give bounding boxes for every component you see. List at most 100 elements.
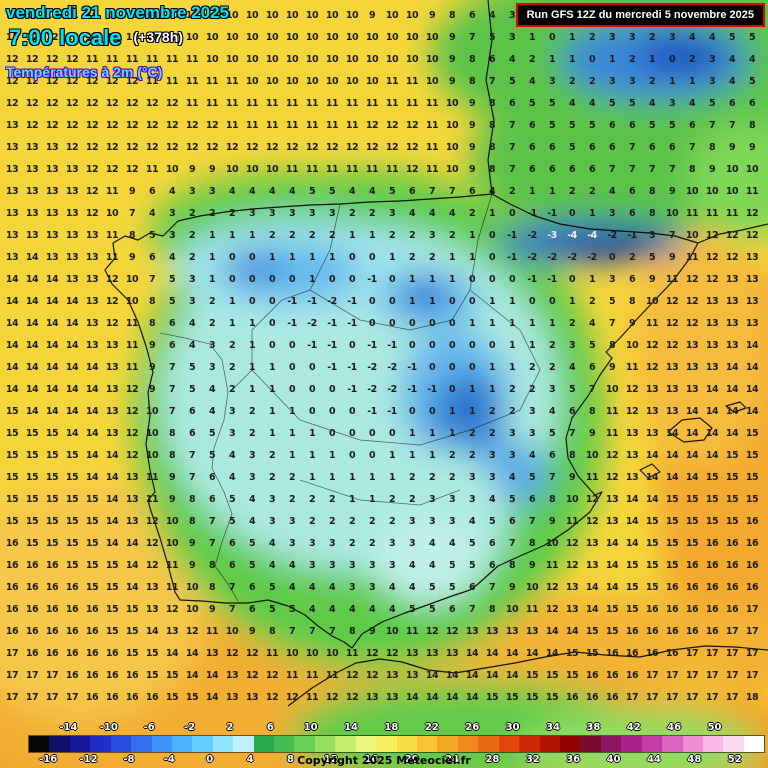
temp-value: 0 xyxy=(348,274,356,285)
temp-value: 0 xyxy=(568,208,576,219)
temp-value: 4 xyxy=(728,54,736,65)
temp-value: 14 xyxy=(25,318,39,329)
temp-value: 11 xyxy=(405,626,419,637)
temp-value: 5 xyxy=(448,582,456,593)
colorbar-top-labels: -14 -10 -6 -2 2 6 10 14 18 22 26 30 34 38 42 46 50 xyxy=(28,722,765,734)
temp-value: 11 xyxy=(205,626,219,637)
colorbar-tick-label: 22 xyxy=(424,722,439,733)
temp-value: 16 xyxy=(725,560,739,571)
temp-value: 16 xyxy=(45,626,59,637)
temp-value: 12 xyxy=(585,516,599,527)
temp-value: 17 xyxy=(25,692,39,703)
temp-value: 6 xyxy=(468,582,476,593)
temp-value: 15 xyxy=(705,472,719,483)
temp-value: 1 xyxy=(428,296,436,307)
temp-value: 16 xyxy=(745,560,759,571)
temp-value: 13 xyxy=(45,164,59,175)
temp-value: 13 xyxy=(665,362,679,373)
temp-value: 13 xyxy=(225,692,239,703)
temp-value: 8 xyxy=(648,208,656,219)
temp-value: 3 xyxy=(288,208,296,219)
temp-value: 13 xyxy=(625,428,639,439)
temp-value: 13 xyxy=(125,494,139,505)
temp-value: 14 xyxy=(625,516,639,527)
temp-value: 3 xyxy=(668,32,676,43)
temp-value: 6 xyxy=(668,142,676,153)
temp-value: 10 xyxy=(425,54,439,65)
temp-value: 5 xyxy=(748,32,756,43)
temp-value: 13 xyxy=(725,296,739,307)
temp-value: 4 xyxy=(568,362,576,373)
temp-value: 14 xyxy=(85,450,99,461)
temp-value: 2 xyxy=(568,318,576,329)
temp-value: 6 xyxy=(748,98,756,109)
temp-value: 8 xyxy=(488,142,496,153)
temp-value: 11 xyxy=(125,362,139,373)
temp-value: 14 xyxy=(485,670,499,681)
temp-value: -1 xyxy=(287,296,297,307)
temp-value: 13 xyxy=(405,670,419,681)
temp-value: 12 xyxy=(565,538,579,549)
temp-value: 4 xyxy=(408,208,416,219)
temp-value: 15 xyxy=(125,626,139,637)
temp-value: 2 xyxy=(208,296,216,307)
temp-value: 12 xyxy=(125,450,139,461)
temp-value: 3 xyxy=(608,274,616,285)
temp-value: 4 xyxy=(388,604,396,615)
temp-value: 4 xyxy=(408,560,416,571)
temp-value: 12 xyxy=(285,692,299,703)
temp-value: 15 xyxy=(525,692,539,703)
temp-value: 12 xyxy=(25,54,39,65)
temp-value: 4 xyxy=(608,186,616,197)
temp-value: 12 xyxy=(65,98,79,109)
temp-value: 16 xyxy=(605,670,619,681)
temp-value: 2 xyxy=(408,472,416,483)
temp-value: 8 xyxy=(528,538,536,549)
temp-value: 4 xyxy=(448,538,456,549)
temp-value: 15 xyxy=(105,560,119,571)
temp-value: 17 xyxy=(645,670,659,681)
temp-value: 0 xyxy=(288,362,296,373)
temp-value: 11 xyxy=(165,582,179,593)
temp-value: 4 xyxy=(168,252,176,263)
temp-value: 4 xyxy=(748,54,756,65)
temp-value: 1 xyxy=(508,362,516,373)
temp-value: 10 xyxy=(185,32,199,43)
temp-value: 5 xyxy=(208,428,216,439)
temp-value: 11 xyxy=(65,32,79,43)
temp-value: 6 xyxy=(528,164,536,175)
temp-value: 1 xyxy=(508,318,516,329)
temp-value: 4 xyxy=(528,450,536,461)
temp-value: 11 xyxy=(145,472,159,483)
temp-value: 5 xyxy=(668,120,676,131)
temp-value: 0 xyxy=(228,252,236,263)
temp-value: 14 xyxy=(745,362,759,373)
temp-value: -1 xyxy=(347,318,357,329)
temp-value: 3 xyxy=(248,472,256,483)
temp-value: 12 xyxy=(385,120,399,131)
temp-value: 11 xyxy=(425,98,439,109)
temp-value: 10 xyxy=(325,54,339,65)
temp-value: 16 xyxy=(745,582,759,593)
temp-value: 8 xyxy=(548,494,556,505)
temp-value: 14 xyxy=(85,406,99,417)
temp-value: 3 xyxy=(268,208,276,219)
temp-value: 1 xyxy=(588,274,596,285)
temp-value: 5 xyxy=(268,604,276,615)
temp-value: 15 xyxy=(585,648,599,659)
temp-value: 16 xyxy=(125,670,139,681)
temp-value: 15 xyxy=(725,494,739,505)
temp-value: 14 xyxy=(25,274,39,285)
temp-value: 3 xyxy=(388,538,396,549)
temp-value: 10 xyxy=(285,10,299,21)
temp-value: 0 xyxy=(568,274,576,285)
temp-value: 2 xyxy=(288,494,296,505)
temp-value: 14 xyxy=(5,340,19,351)
temp-value: 5 xyxy=(528,472,536,483)
temp-value: 14 xyxy=(85,384,99,395)
temp-value: 9 xyxy=(468,142,476,153)
temp-value: 8 xyxy=(268,626,276,637)
temp-value: 3 xyxy=(368,582,376,593)
temp-value: 14 xyxy=(605,538,619,549)
